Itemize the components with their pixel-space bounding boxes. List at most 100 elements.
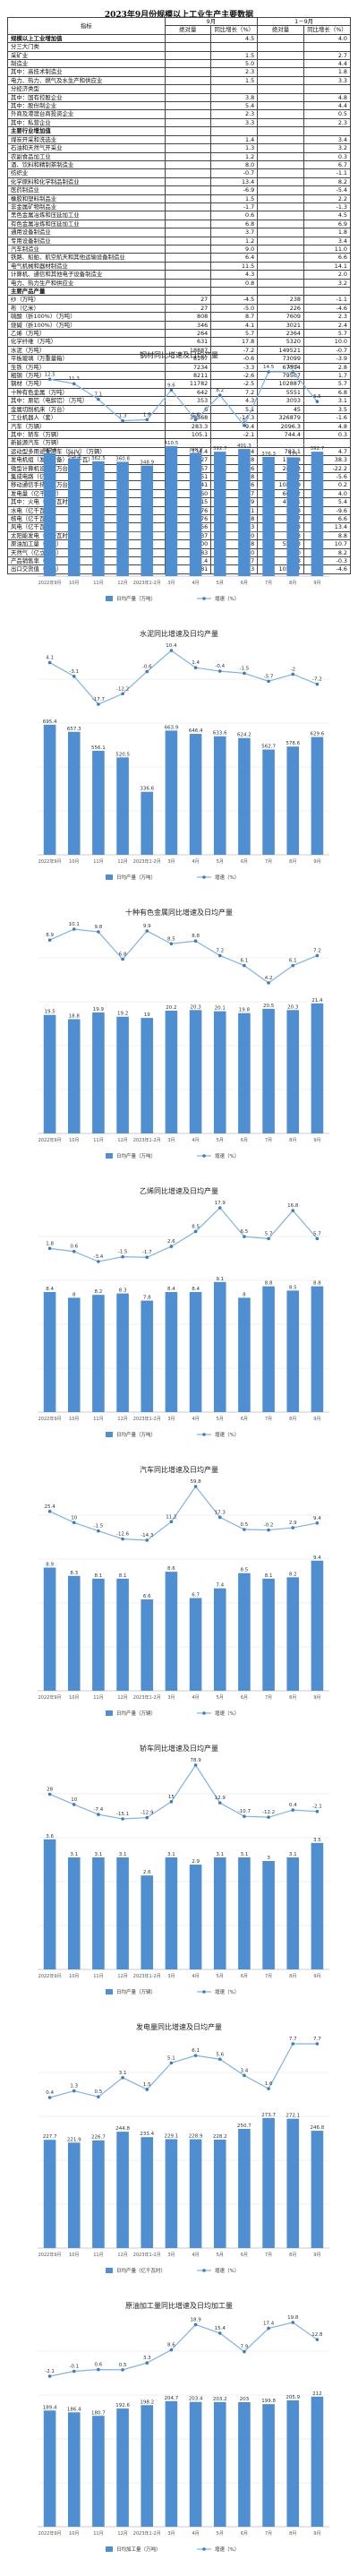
line-value-label: -12.2 (116, 686, 129, 692)
cell-v2 (257, 143, 304, 153)
cell-g1 (210, 286, 259, 297)
x-tick-label: 3月 (167, 1695, 175, 1701)
cell-v2 (257, 126, 304, 136)
growth-line (49, 371, 318, 427)
cell-v1: 27 (164, 303, 212, 314)
bar (213, 1281, 226, 1412)
cell-v1 (164, 143, 212, 153)
line-value-label: 6.5 (241, 1229, 249, 1235)
row-label: 计算机、通信和其他电子设备制造业 (7, 270, 166, 280)
cell-v2 (257, 134, 304, 145)
line-value-label: 5.7 (265, 1231, 273, 1236)
cell-v1 (164, 261, 212, 271)
line-value-label: -1.7 (142, 1250, 152, 1255)
cell-g2: 14.1 (303, 261, 352, 271)
legend-line-marker (202, 1990, 206, 1994)
cell-v1 (164, 168, 212, 178)
x-tick-label: 2022年9月 (38, 1973, 62, 1979)
table-row: 规模以上工业增加值 4.5 4.0 (7, 33, 352, 44)
chart-panel: 轿车同比增速及日均产量 3.6 3.1 3.1 3.1 2.6 3.1 2.9 3.1 3.1 3 3… (0, 1738, 358, 2007)
row-label: 分三大门类 (7, 42, 166, 52)
bar (116, 1016, 129, 1133)
table-row: 其中：私营企业 3.3 2.3 (7, 117, 352, 128)
cell-g2: 2.3 (303, 117, 352, 128)
line-value-label: 16.8 (287, 1203, 299, 1209)
bar-value-label: 8.5 (289, 1285, 297, 1290)
cell-g2: 2.4 (303, 320, 352, 331)
line-point (267, 1236, 270, 1241)
line-point (193, 1485, 198, 1488)
line-point (145, 669, 149, 674)
chart-svg: 十种有色金属同比增速及日均产量 19.5 18.8 19.9 19.2 19 20.2 20.… (38, 908, 329, 1159)
bar-value-label: 229.1 (165, 2133, 179, 2139)
line-point (145, 2088, 149, 2091)
line-value-label: 17.9 (215, 1201, 226, 1206)
x-tick-label: 12月 (117, 1138, 127, 1143)
cell-v1 (164, 151, 212, 161)
cell-g2: 4.8 (303, 92, 352, 103)
x-tick-label: 8月 (289, 1138, 296, 1143)
bar (189, 1865, 202, 1969)
bar-value-label: 387.5 (43, 448, 57, 453)
legend-bar-label: 日均产量（万辆） (116, 1988, 156, 1995)
cell-v2 (257, 92, 304, 103)
header-abs: 绝对量 (164, 25, 212, 35)
cell-v2: 7609 (257, 312, 304, 322)
row-label: 橡胶和塑料制品业 (7, 194, 166, 203)
line-point (315, 2338, 320, 2341)
line-point (145, 1815, 149, 1820)
x-tick-label: 3月 (167, 2253, 175, 2258)
cell-v1 (164, 42, 212, 52)
header-growth: 同比增长（%） (210, 25, 259, 35)
line-point (72, 1249, 76, 1254)
line-point (121, 1537, 124, 1541)
bar-value-label: 246.8 (311, 2125, 325, 2131)
line-value-label: -12.6 (116, 1532, 130, 1538)
x-tick-label: 8月 (289, 2531, 296, 2537)
cell-g2: -1.1 (303, 168, 352, 178)
line-point (315, 1236, 320, 1241)
bar-value-label: 198.2 (140, 2399, 154, 2405)
row-label: 规模以上工业增加值 (7, 33, 166, 44)
line-point (193, 939, 198, 943)
line-value-label: 0.6 (95, 2363, 103, 2368)
row-label: 汽车制造业 (7, 244, 166, 254)
x-tick-label: 8月 (289, 1695, 296, 1701)
line-point (169, 1520, 174, 1524)
table-row: 非金属矿物制品业 -1.7 -1.3 (7, 202, 352, 212)
x-tick-label: 10月 (69, 1695, 79, 1701)
x-tick-label: 12月 (117, 1417, 127, 1422)
row-label: 专用设备制造业 (7, 236, 166, 246)
line-point (217, 2331, 222, 2335)
bar (286, 2399, 300, 2527)
bar (311, 1003, 324, 1133)
line-point (121, 957, 124, 961)
cell-v2 (257, 253, 304, 263)
cell-g1: 1.5 (210, 75, 259, 86)
line-point (267, 1815, 270, 1819)
row-label: 其中：国有控股企业 (7, 92, 166, 103)
bar (92, 1012, 105, 1133)
row-label: 酒、饮料和精制茶制造业 (7, 159, 166, 170)
bar (43, 1291, 56, 1412)
bar (165, 2139, 178, 2248)
bar-value-label: 629.6 (311, 732, 325, 737)
line-value-label: 2.6 (167, 1239, 175, 1245)
cell-g1: 1.2 (210, 236, 259, 246)
chart-svg: 水泥同比增速及日均产量 695.4 657.3 556.1 520.5 336.6 663.… (38, 629, 329, 881)
bar (67, 1575, 81, 1691)
line-point (72, 382, 76, 386)
legend-bar-swatch (106, 2546, 113, 2552)
line-value-label: 0.4 (46, 2090, 54, 2096)
bar-value-label: 2.6 (143, 1870, 151, 1875)
cell-v2 (257, 159, 304, 170)
cell-g1: 0.8 (210, 278, 259, 289)
line-value-label: 25.4 (44, 1504, 55, 1510)
legend-line-marker (202, 1711, 206, 1715)
line-point (145, 929, 149, 933)
header-growth: 同比增长（%） (303, 25, 352, 35)
row-label: 纱（万吨） (7, 295, 166, 305)
cell-v2: 226 (257, 303, 304, 314)
line-value-label: 1.5 (143, 2082, 151, 2088)
